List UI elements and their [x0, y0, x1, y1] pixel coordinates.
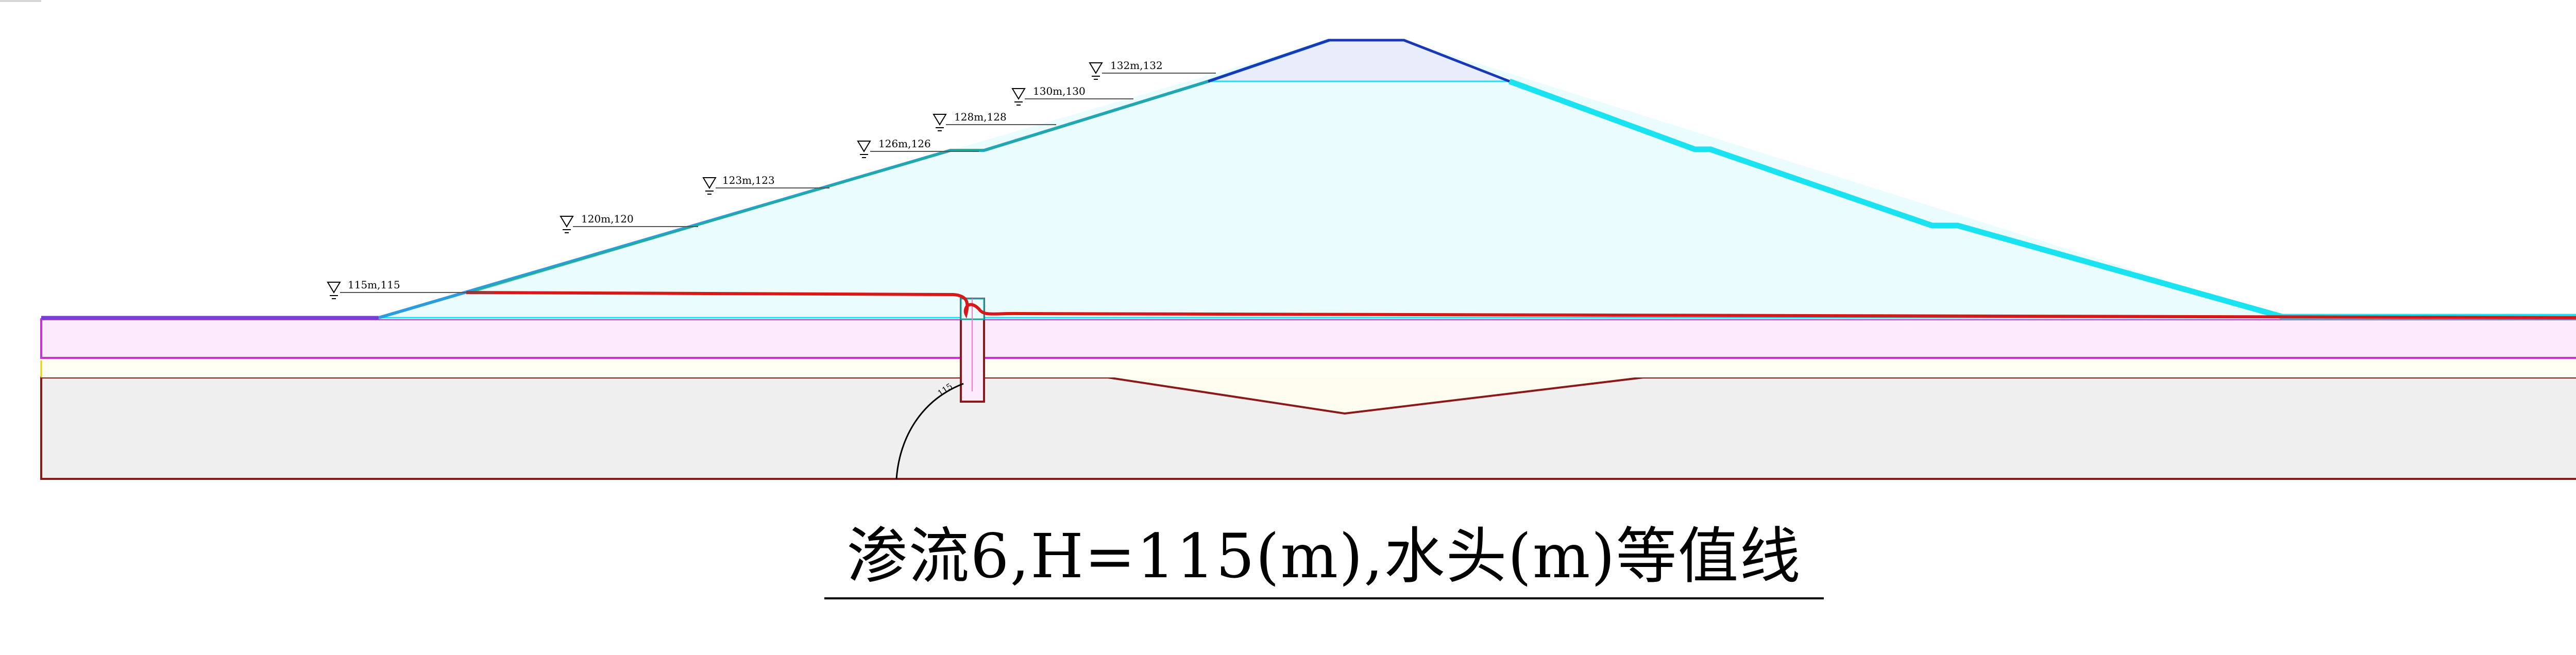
water-level-label: 132m,132: [1110, 59, 1163, 72]
water-level-icon: [327, 282, 341, 294]
water-level-130: 130m,130: [1011, 85, 1133, 106]
water-level-label: 123m,123: [722, 174, 775, 186]
water-level-icon: [857, 141, 871, 152]
water-level-icon: [1011, 88, 1026, 100]
water-level-132: 132m,132: [1089, 59, 1216, 80]
water-level-128: 128m,128: [933, 111, 1056, 131]
foundation-trough: [987, 377, 2293, 413]
water-level-120: 120m,120: [560, 213, 698, 233]
water-level-icon: [560, 216, 574, 228]
water-level-123: 123m,123: [702, 174, 829, 195]
water-level-icon: [702, 177, 717, 189]
overburden-layer-left: [40, 318, 962, 359]
water-level-label: 128m,128: [954, 111, 1007, 123]
overburden-layer-right: [983, 318, 2576, 359]
diagram-title: 渗流6,H=115(m),水头(m)等值线: [846, 521, 1802, 592]
water-level-label: 115m,115: [348, 279, 400, 291]
dam-crest: [1208, 40, 1510, 81]
water-level-label: 120m,120: [581, 213, 634, 225]
water-level-126: 126m,126: [857, 137, 979, 158]
dam-body: [41, 40, 2576, 319]
water-level-icon: [933, 114, 947, 126]
title-underline: [824, 597, 1824, 599]
water-level-label: 130m,130: [1033, 85, 1086, 97]
crest-outline: [1208, 39, 1510, 83]
phreatic-line: [466, 291, 2576, 319]
filter-strip: [41, 358, 2576, 377]
water-level-icon: [1089, 62, 1103, 74]
water-level-markers: 115m,115 120m,120 123m,123: [327, 59, 1216, 299]
equipotential-curve: [895, 383, 964, 479]
water-level-115: 115m,115: [327, 279, 495, 299]
water-level-label: 126m,126: [878, 137, 931, 150]
